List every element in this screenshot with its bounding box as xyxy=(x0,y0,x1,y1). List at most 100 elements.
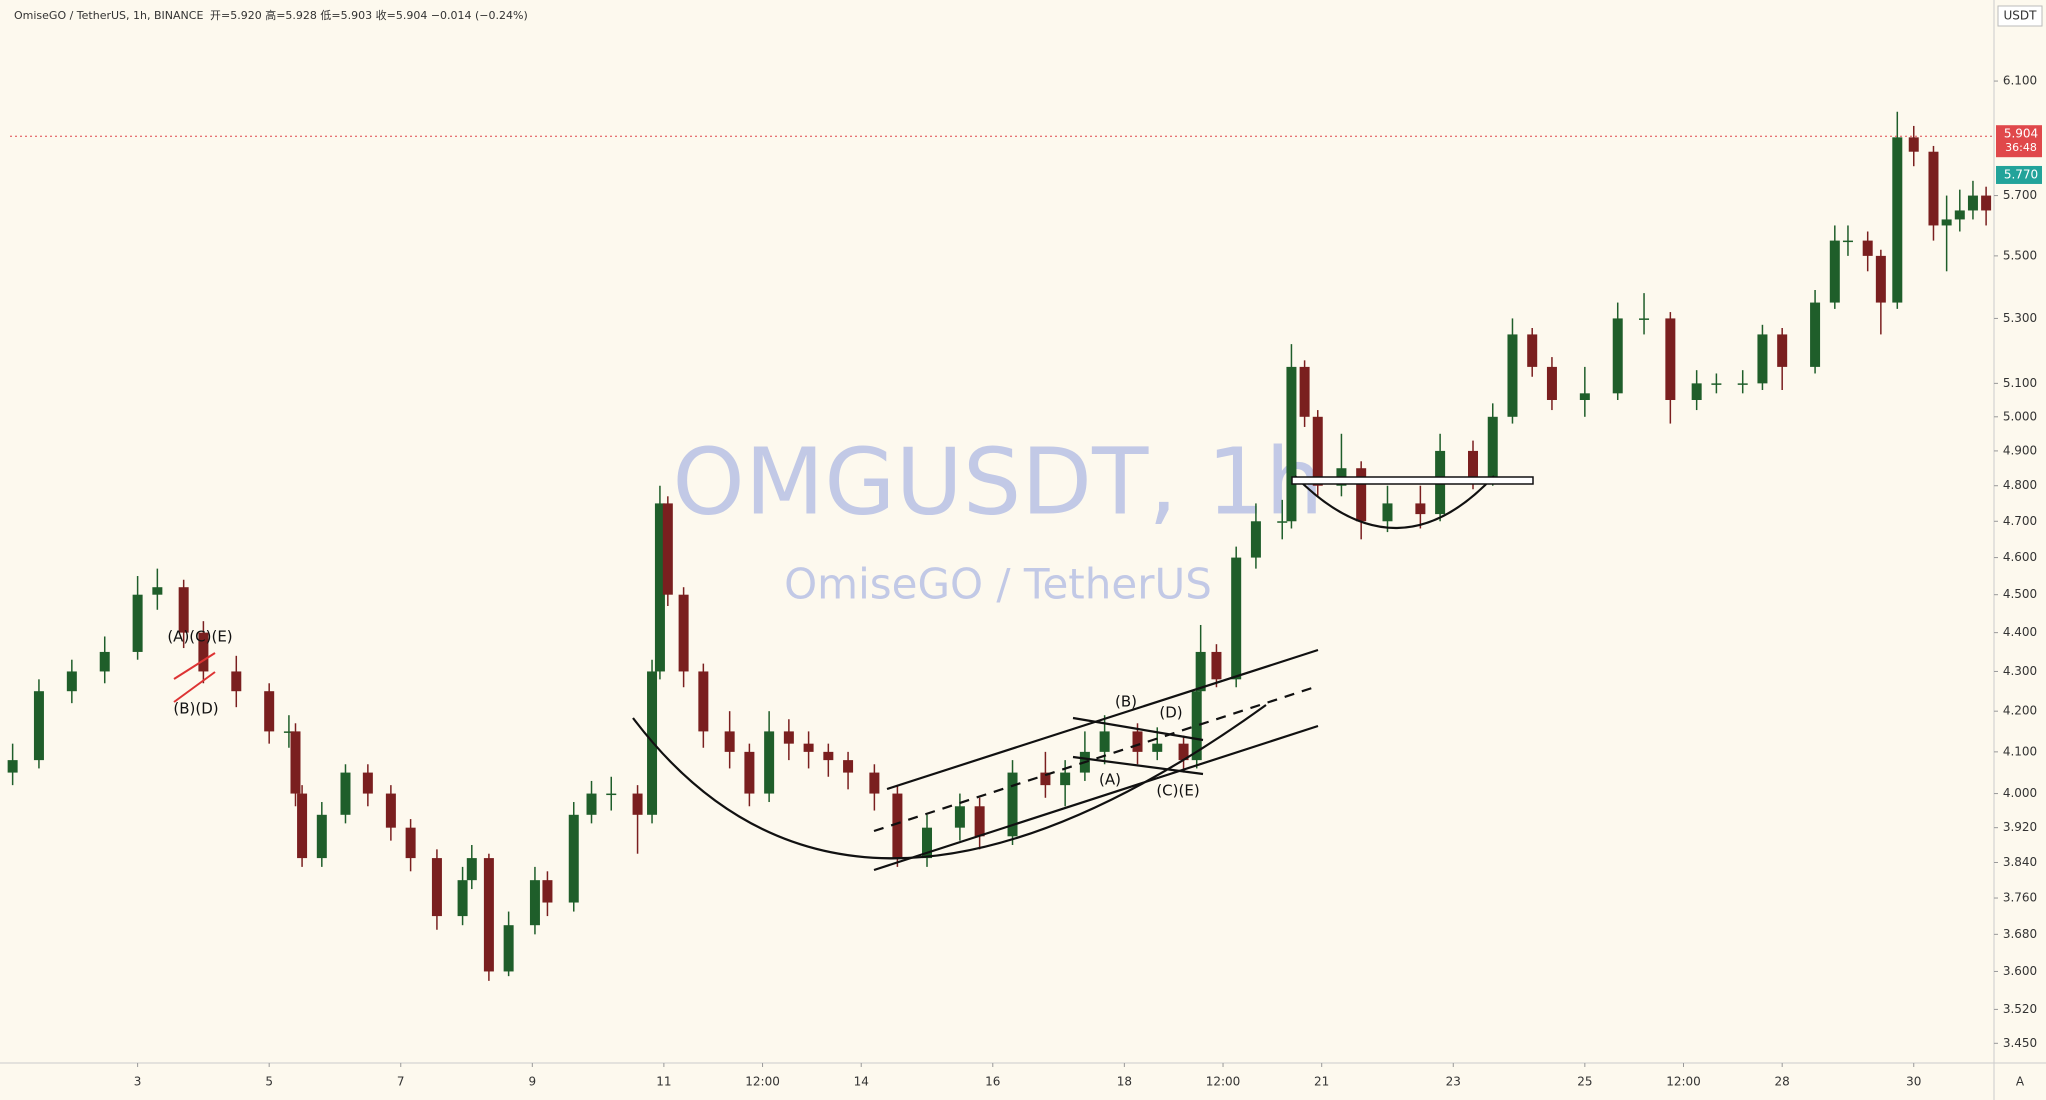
candle-body xyxy=(1954,210,1965,220)
candle-body xyxy=(466,858,477,881)
candle-body xyxy=(7,760,18,773)
candle-body xyxy=(974,806,985,837)
candle-body xyxy=(744,751,755,794)
candle-body xyxy=(198,632,209,672)
auto-scale-button[interactable]: A xyxy=(2016,1075,2025,1089)
axes: 6.100 5.700 5.500 5.300 5.100 5.000 4.900 4.800… xyxy=(10,74,2042,1089)
candle-body xyxy=(586,793,597,815)
candle-body xyxy=(1286,366,1297,522)
y-tick-label: 6.100 xyxy=(2003,74,2037,88)
candle-body xyxy=(1382,503,1393,522)
currency[interactable]: USDT xyxy=(2004,9,2038,23)
candle-body xyxy=(1941,219,1952,226)
candle-body xyxy=(542,880,553,903)
candle-body xyxy=(1967,195,1978,211)
y-tick-label: 4.300 xyxy=(2003,664,2037,678)
y-tick-label: 3.920 xyxy=(2003,820,2037,834)
candle-body xyxy=(1842,240,1853,243)
countdown: 36:48 xyxy=(2005,141,2037,154)
candle-body xyxy=(1829,240,1840,303)
candle-body xyxy=(764,731,775,794)
candle-body xyxy=(606,793,617,796)
x-tick-label: 9 xyxy=(528,1075,536,1089)
last-price-label: 5.904 xyxy=(2004,127,2038,141)
x-tick-label: 12:00 xyxy=(1666,1075,1701,1089)
x-tick-label: 21 xyxy=(1314,1075,1329,1089)
x-tick-label: 18 xyxy=(1117,1075,1132,1089)
drawings: (A)(C)(E) (B)(D) (A) (B) (C)(E) (D) xyxy=(167,475,1534,872)
candle-body xyxy=(1211,651,1222,680)
candle-body xyxy=(1250,521,1261,558)
candle-body xyxy=(1527,334,1538,367)
y-tick-label: 5.100 xyxy=(2003,376,2037,390)
y-tick-label: 3.520 xyxy=(2003,1002,2037,1016)
candle-body xyxy=(178,587,189,633)
price-marker-box xyxy=(1996,165,2042,184)
candle-body xyxy=(503,925,514,972)
y-tick-label: 3.450 xyxy=(2003,1036,2037,1050)
candle-body xyxy=(152,587,163,595)
x-tick-label: 16 xyxy=(985,1075,1000,1089)
red-line xyxy=(173,652,216,680)
channel-upper xyxy=(886,648,1319,791)
candle-body xyxy=(724,731,735,752)
candle-body xyxy=(1875,255,1886,303)
candle-body xyxy=(823,751,834,761)
annotation: (B)(D) xyxy=(173,700,218,718)
candle-body xyxy=(1711,383,1722,385)
plot-area xyxy=(7,111,1992,981)
candle-body xyxy=(1579,393,1590,401)
candle-body xyxy=(954,806,965,828)
candle-body xyxy=(1639,318,1650,320)
candle-body xyxy=(1928,151,1939,226)
y-tick-label: 5.000 xyxy=(2003,409,2037,423)
candle-body xyxy=(803,743,814,752)
watermark-subtitle: OmiseGO / TetherUS xyxy=(784,560,1212,609)
y-tick-label: 3.840 xyxy=(2003,855,2037,869)
candle-body xyxy=(1892,137,1903,303)
candle-body xyxy=(529,880,540,926)
candle-body xyxy=(654,503,665,672)
candle-body xyxy=(1862,240,1873,256)
candle-body xyxy=(869,772,880,794)
candle-body xyxy=(385,793,396,828)
x-tick-label: 28 xyxy=(1775,1075,1790,1089)
y-tick-label: 4.600 xyxy=(2003,550,2037,564)
candle-body xyxy=(1356,468,1367,522)
candle-body xyxy=(1277,521,1288,523)
x-tick-label: 3 xyxy=(134,1075,142,1089)
candle-body xyxy=(1737,383,1748,385)
candle-body xyxy=(1546,366,1557,401)
candle-body xyxy=(1152,743,1163,752)
candle-body xyxy=(33,691,44,761)
y-tick-label: 3.760 xyxy=(2003,891,2037,905)
candle-body xyxy=(922,827,933,859)
red-line xyxy=(173,671,216,703)
y-tick-label: 5.500 xyxy=(2003,248,2037,262)
candle-body xyxy=(132,594,143,652)
triangle-lower xyxy=(1072,755,1204,776)
candle-body xyxy=(1981,195,1992,211)
candle-body xyxy=(1908,137,1919,152)
candle-body xyxy=(1299,366,1310,417)
candle-body xyxy=(1132,731,1143,752)
y-tick-label: 4.500 xyxy=(2003,587,2037,601)
x-tick-label: 23 xyxy=(1446,1075,1461,1089)
y-tick-label: 4.900 xyxy=(2003,443,2037,457)
annotation: (C)(E) xyxy=(1156,782,1199,800)
y-tick-label: 5.700 xyxy=(2003,188,2037,202)
candle-body xyxy=(1040,772,1051,786)
candle-body xyxy=(1757,334,1768,384)
candle-body xyxy=(632,793,643,815)
candle-body xyxy=(1487,416,1498,479)
currency-box[interactable] xyxy=(1997,5,2043,27)
candle-body xyxy=(1691,383,1702,401)
x-tick-label: 12:00 xyxy=(745,1075,780,1089)
candle-body xyxy=(340,772,351,815)
candle-body xyxy=(783,731,794,744)
x-tick-label: 25 xyxy=(1577,1075,1592,1089)
candle-body xyxy=(892,793,903,859)
candle-body xyxy=(1099,731,1110,752)
triangle-upper xyxy=(1072,716,1204,742)
